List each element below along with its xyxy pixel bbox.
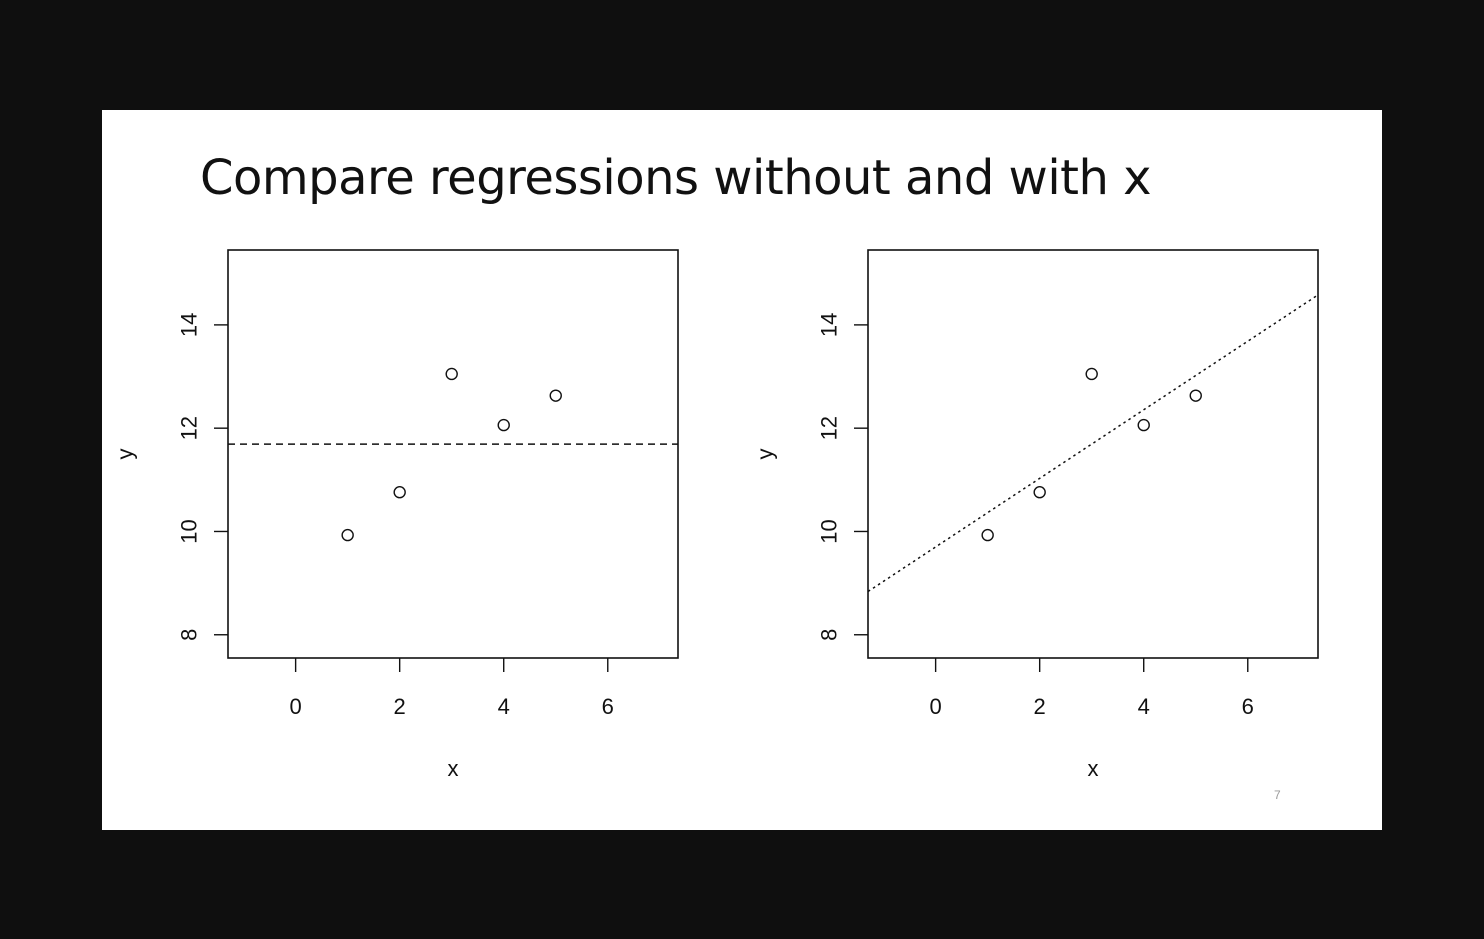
- chart-0-x-tick-label: 4: [498, 694, 510, 719]
- chart-1-fit-line: [868, 294, 1318, 593]
- chart-1-data-point: [1137, 418, 1150, 432]
- chart-0-x-axis-label: x: [448, 756, 459, 781]
- chart-0-x-tick-label: 2: [394, 694, 406, 719]
- page-number: 7: [1274, 788, 1281, 802]
- chart-1-x-tick-label: 6: [1242, 694, 1254, 719]
- chart-0-y-tick-label: 10: [177, 519, 202, 543]
- chart-1-y-axis-label: y: [753, 449, 778, 460]
- chart-1-data-point: [1189, 389, 1202, 402]
- chart-0-data-point: [445, 367, 458, 381]
- chart-right: 0 2 4 6 8 10 12 14 x y: [753, 249, 1319, 781]
- chart-1-data-point: [1085, 367, 1098, 381]
- chart-1-y-tick-label: 14: [817, 313, 842, 337]
- chart-1-x-tick-label: 0: [930, 694, 942, 719]
- chart-1-plot-frame: [867, 249, 1319, 659]
- chart-0-data-point: [341, 528, 354, 542]
- slide-title: Compare regressions without and with x: [200, 150, 1152, 206]
- chart-0-data-point: [497, 418, 510, 432]
- chart-1-y-tick-label: 12: [817, 416, 842, 440]
- chart-1-y-tick-label: 10: [817, 519, 842, 543]
- chart-1-x-tick-label: 4: [1138, 694, 1150, 719]
- chart-1-y-tick-label: 8: [817, 629, 842, 641]
- chart-0-y-tick-label: 12: [177, 416, 202, 440]
- chart-0-x-tick-label: 0: [290, 694, 302, 719]
- chart-0-y-tick-label: 14: [177, 313, 202, 337]
- chart-0-y-axis-label: y: [113, 449, 138, 460]
- slide: Compare regressions without and with x 0…: [102, 110, 1382, 830]
- chart-0-plot-frame: [227, 249, 679, 659]
- chart-0-x-tick-label: 6: [602, 694, 614, 719]
- chart-left: 0 2 4 6 8 10 12 14 x y: [113, 249, 679, 781]
- chart-0-data-point: [393, 486, 406, 499]
- chart-1-x-axis-label: x: [1088, 756, 1099, 781]
- chart-1-data-point: [1033, 486, 1046, 499]
- chart-1-x-tick-label: 2: [1034, 694, 1046, 719]
- chart-0-y-tick-label: 8: [177, 629, 202, 641]
- chart-1-data-point: [981, 528, 994, 542]
- chart-0-data-point: [549, 389, 562, 402]
